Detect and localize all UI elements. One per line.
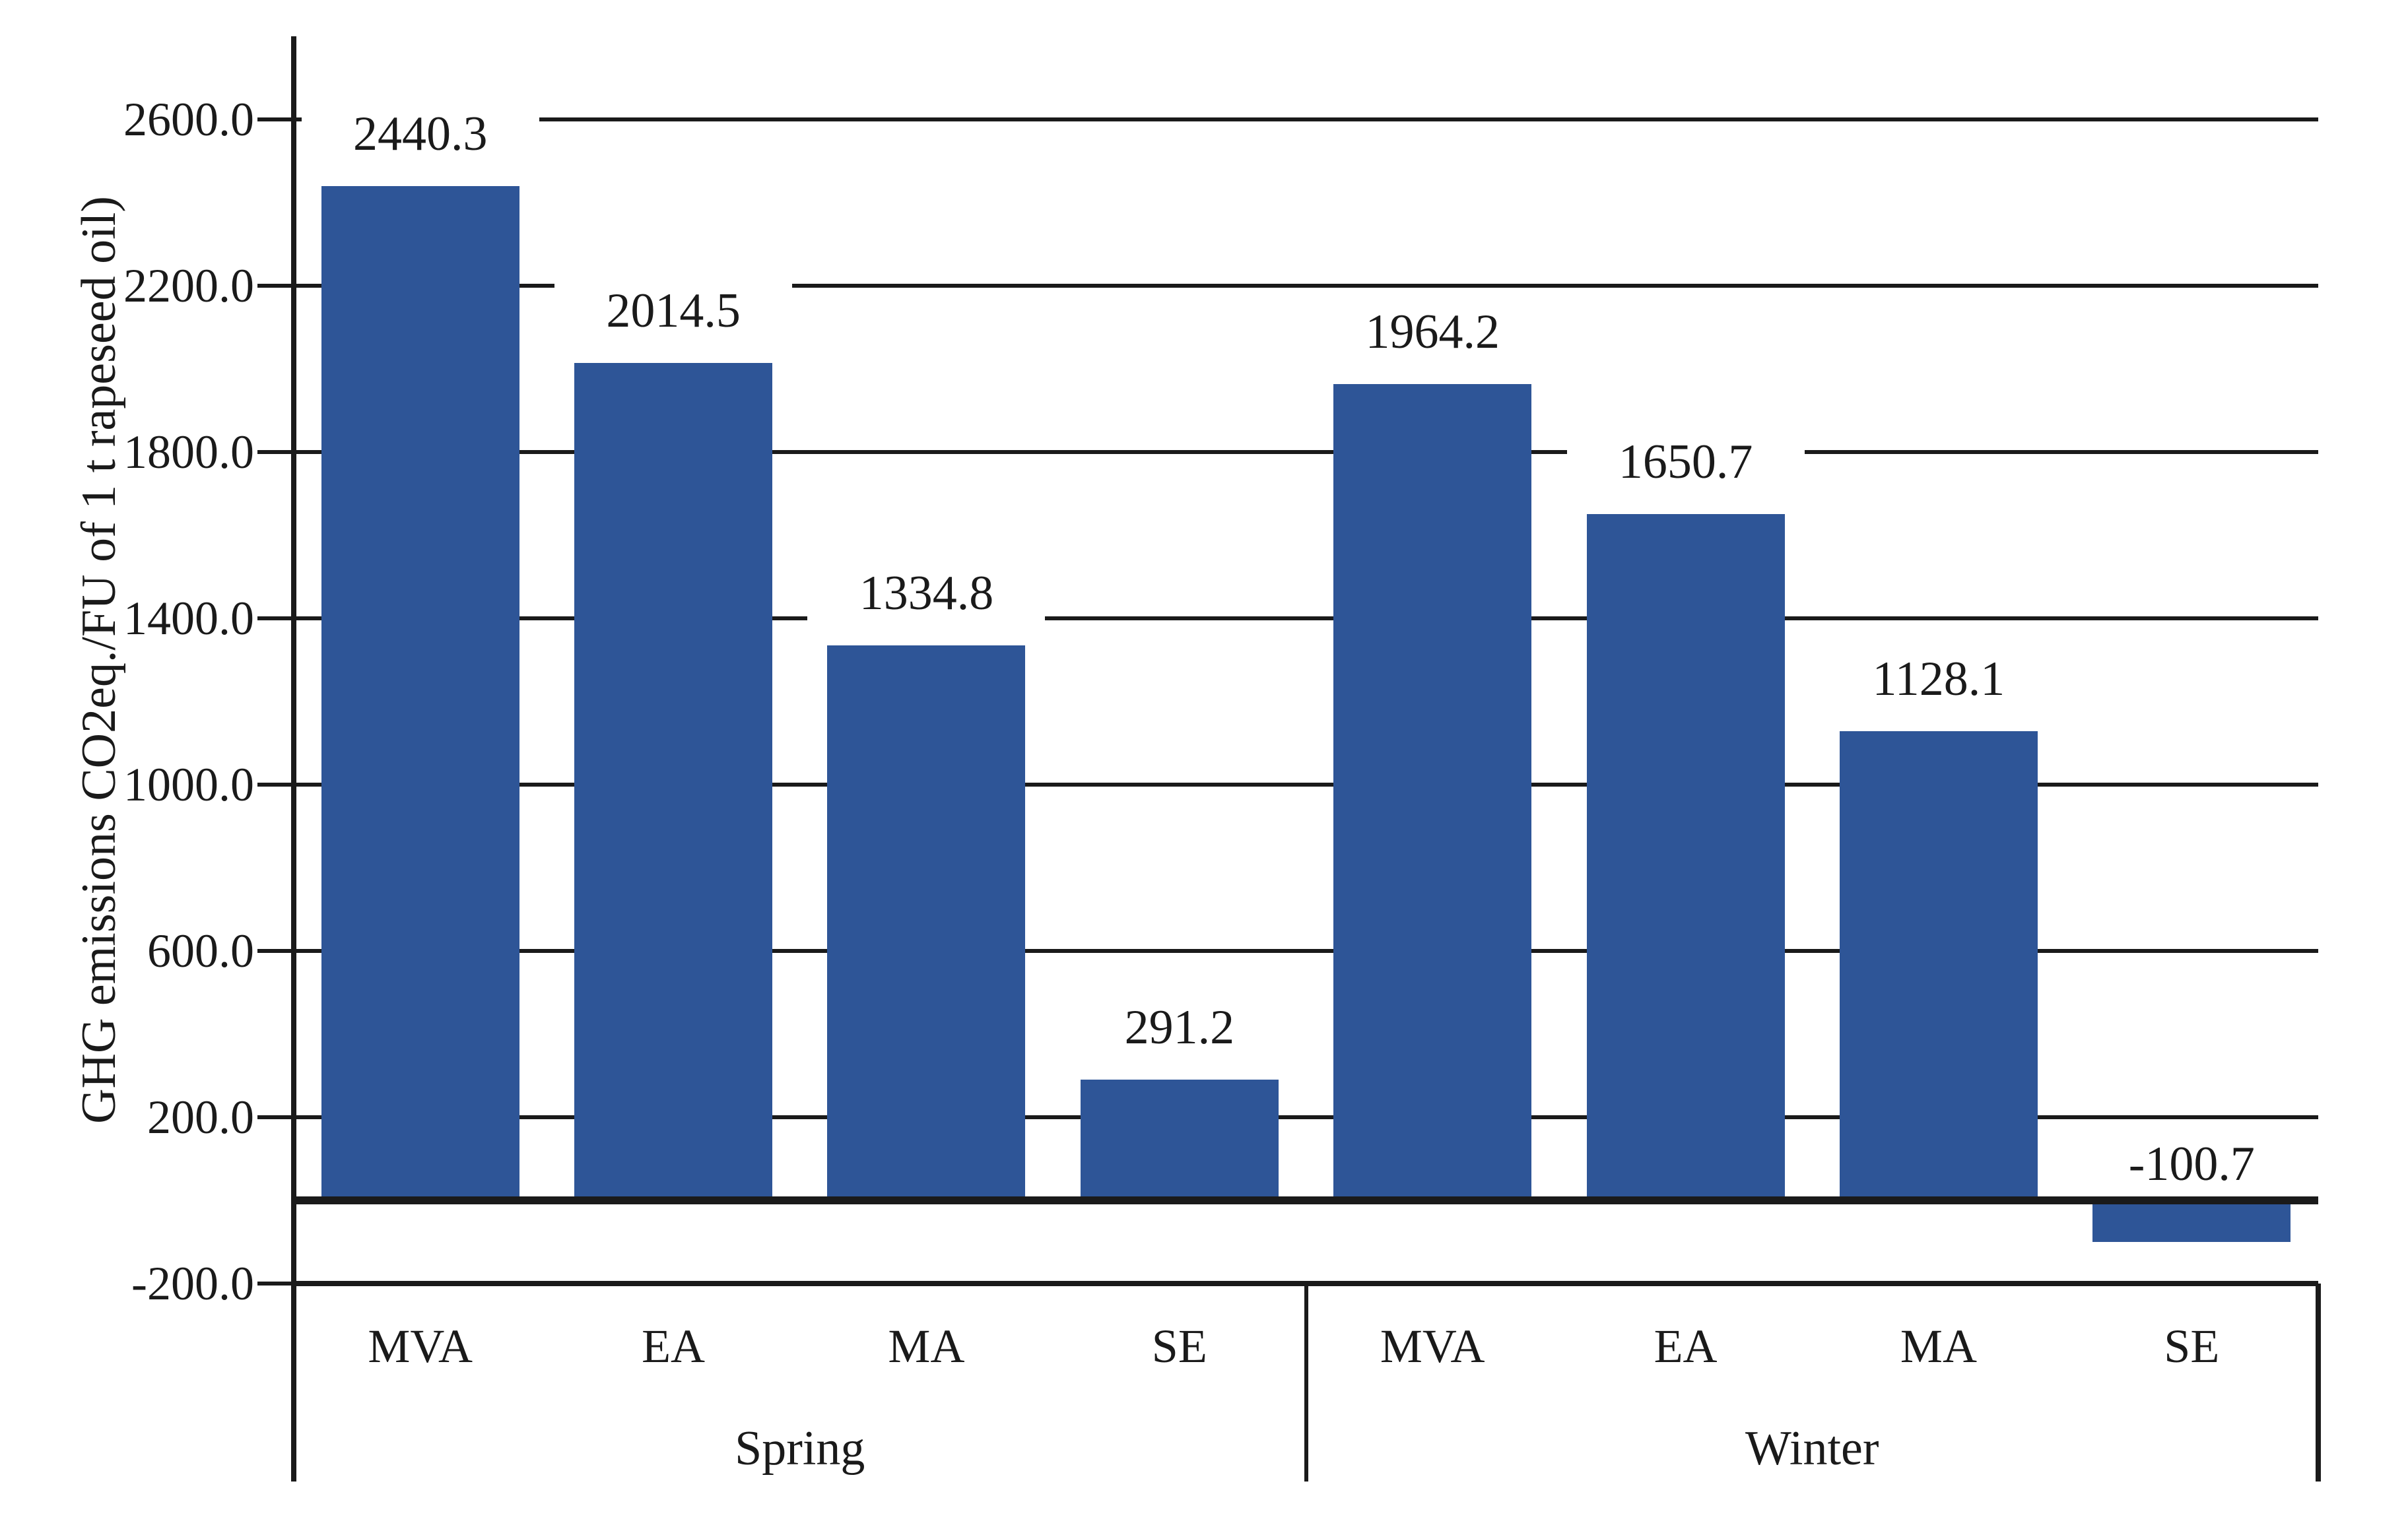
y-tick-label-600: 600.0 [147,925,254,977]
category-label-EA-1: EA [642,1320,706,1373]
y-tick-label-2200: 2200.0 [123,259,254,312]
bar-value-label-1: 2014.5 [554,282,793,339]
bar-value-label-4: 1964.2 [1314,303,1552,360]
y-axis-title: GHG emissions CO2eq./FU of 1 t rapeseed … [72,196,126,1124]
category-label-SE-3: SE [1151,1320,1207,1373]
y-axis-tick-1800 [257,450,294,454]
bar-value-label-0: 2440.3 [301,105,539,162]
y-tick-label-1400: 1400.0 [123,592,254,645]
category-label-SE-7: SE [2164,1320,2220,1373]
y-axis-tick-1000 [257,783,294,787]
category-label-MA-2: MA [888,1320,965,1373]
bar-value-label-6: 1128.1 [1819,651,2057,708]
label-area-right-border [2316,1284,2321,1482]
y-axis-tick-600 [257,949,294,953]
category-label-MA-6: MA [1900,1320,1977,1373]
y-tick-label-2600: 2600.0 [123,93,254,146]
gridline-1000 [294,783,2318,787]
zero-axis-line [294,1196,2318,1204]
gridline-600 [294,949,2318,953]
y-axis-tick--200 [257,1282,294,1286]
bar-value-label-7: -100.7 [2073,1136,2311,1192]
gridline-1400 [294,616,2318,620]
gridline-1800 [294,450,2318,454]
y-axis-tick-1400 [257,616,294,620]
y-axis-line [291,36,296,1482]
y-axis-tick-2200 [257,284,294,288]
bar-SE-3 [1080,1079,1279,1200]
bar-MVA-4 [1333,383,1532,1200]
y-tick-label-1000: 1000.0 [123,758,254,811]
category-label-MVA-0: MVA [368,1320,473,1373]
bar-value-label-3: 291.2 [1060,998,1298,1056]
bar-MA-6 [1839,731,2038,1200]
group-label-Winter: Winter [1745,1421,1879,1476]
category-label-MVA-4: MVA [1380,1320,1485,1373]
group-label-Spring: Spring [735,1421,865,1476]
gridline-2200 [294,284,2318,288]
bar-MA-2 [827,645,1026,1200]
y-axis-tick-2600 [257,117,294,121]
group-divider [1304,1284,1308,1482]
bar-EA-1 [574,362,773,1200]
gridline-200 [294,1115,2318,1119]
bar-EA-5 [1586,514,1785,1200]
y-tick-label-200: 200.0 [147,1091,254,1144]
category-label-EA-5: EA [1654,1320,1718,1373]
bar-SE-7 [2092,1200,2291,1243]
y-tick-label--200: -200.0 [131,1257,254,1310]
bar-value-label-5: 1650.7 [1566,434,1805,491]
y-axis-tick-200 [257,1115,294,1119]
y-tick-label-1800: 1800.0 [123,426,254,478]
gridline-2600 [294,117,2318,121]
bar-value-label-2: 1334.8 [807,565,1046,622]
bar-MVA-0 [321,185,519,1200]
